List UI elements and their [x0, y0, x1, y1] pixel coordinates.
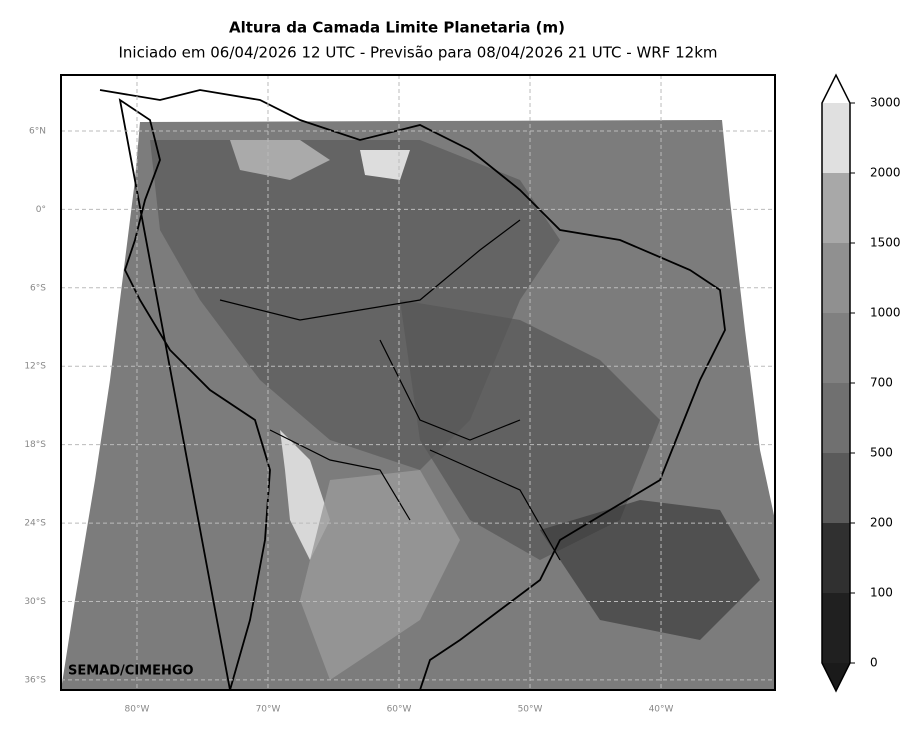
dark-region	[540, 500, 760, 640]
lat-label: 18°S	[24, 440, 46, 450]
lon-label: 60°W	[387, 705, 412, 715]
lat-label: 12°S	[24, 362, 46, 372]
colorbar-tick-label: 200	[870, 516, 893, 530]
lat-label: 36°S	[24, 675, 46, 685]
lat-label: 30°S	[24, 597, 46, 607]
colorbar-segment	[822, 243, 850, 313]
light-region	[300, 470, 460, 680]
colorbar-under	[822, 663, 850, 691]
colorbar: 0 100 200 500 700 1000 1500 2000 3000	[821, 73, 901, 693]
lat-label: 6°S	[30, 283, 46, 293]
colorbar-segment	[822, 103, 850, 173]
dark-region	[400, 300, 660, 560]
colorbar-tick-label: 700	[870, 376, 893, 390]
colorbar-segment	[822, 173, 850, 243]
colorbar-segment	[822, 593, 850, 663]
colorbar-tick-label: 0	[870, 656, 878, 670]
colorbar-tick-label: 500	[870, 446, 893, 460]
colorbar-tick-label: 1500	[870, 236, 901, 250]
colorbar-segment	[822, 523, 850, 593]
lon-label: 70°W	[256, 705, 281, 715]
map-area: 6°N 0° 6°S 12°S 18°S 24°S 30°S 36°S 80°W 70°W 60°W…	[24, 74, 776, 715]
light-region	[360, 150, 410, 180]
map-frame	[60, 74, 776, 691]
light-region	[230, 140, 330, 180]
borders	[219, 219, 561, 561]
lat-label: 24°S	[24, 519, 46, 529]
credit: SEMAD/CIMEHGO	[68, 664, 194, 679]
colorbar-tick-label: 1000	[870, 306, 901, 320]
high-region	[280, 430, 330, 560]
lon-label: 80°W	[125, 705, 150, 715]
colorbar-over	[822, 75, 850, 103]
lon-label: 50°W	[518, 705, 543, 715]
subtitle: Iniciado em 06/04/2026 12 UTC - Previsão…	[118, 44, 717, 62]
colorbar-segment	[822, 453, 850, 523]
coastline	[99, 89, 726, 690]
lat-label: 0°	[36, 205, 46, 215]
colorbar-segment	[822, 383, 850, 453]
lat-label: 6°N	[29, 126, 46, 136]
lon-label: 40°W	[649, 705, 674, 715]
colorbar-tick-label: 2000	[870, 166, 901, 180]
title: Altura da Camada Limite Planetaria (m)	[229, 19, 565, 37]
colorbar-tick-label: 3000	[870, 96, 901, 110]
colorbar-segment	[822, 313, 850, 383]
colorbar-tick-label: 100	[870, 586, 893, 600]
